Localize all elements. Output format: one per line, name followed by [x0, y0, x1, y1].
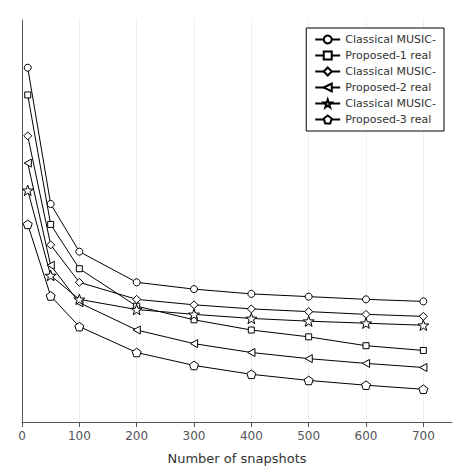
- svg-text:Classical MUSIC-: Classical MUSIC-: [345, 97, 436, 110]
- svg-text:0: 0: [18, 429, 26, 443]
- svg-text:300: 300: [183, 429, 206, 443]
- svg-text:Proposed-2 real: Proposed-2 real: [345, 81, 431, 94]
- svg-text:600: 600: [355, 429, 378, 443]
- svg-text:Proposed-3 real: Proposed-3 real: [345, 113, 431, 126]
- svg-text:Number of snapshots: Number of snapshots: [167, 451, 306, 466]
- svg-text:200: 200: [125, 429, 148, 443]
- svg-text:Proposed-1 real: Proposed-1 real: [345, 49, 431, 62]
- svg-text:100: 100: [68, 429, 91, 443]
- svg-text:500: 500: [297, 429, 320, 443]
- svg-text:700: 700: [412, 429, 435, 443]
- svg-text:Classical MUSIC-: Classical MUSIC-: [345, 65, 436, 78]
- svg-text:Classical MUSIC-: Classical MUSIC-: [345, 33, 436, 46]
- svg-text:400: 400: [240, 429, 263, 443]
